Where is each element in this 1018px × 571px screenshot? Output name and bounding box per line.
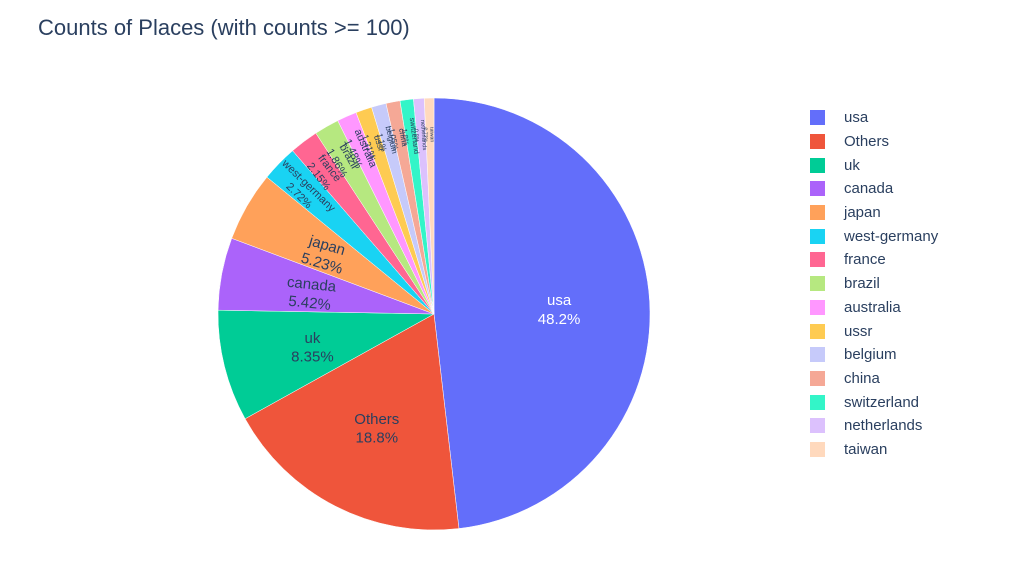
legend-label: japan (844, 204, 881, 222)
legend-item-others[interactable]: Others (810, 130, 938, 154)
legend-item-ussr[interactable]: ussr (810, 319, 938, 343)
pie-slices (217, 97, 651, 531)
legend-item-usa[interactable]: usa (810, 106, 938, 130)
slice-label-netherlands: netherlands0.8% (412, 120, 427, 151)
legend-label: taiwan (844, 440, 888, 458)
legend-swatch (810, 418, 825, 434)
pie-slice-others[interactable] (244, 313, 460, 531)
legend-item-china[interactable]: china (810, 367, 938, 391)
legend-swatch (810, 347, 825, 363)
legend-item-uk[interactable]: uk (810, 153, 938, 177)
legend-label: canada (844, 180, 894, 198)
legend: usa Others uk canada japan west-germany france… (810, 106, 938, 461)
legend-swatch (810, 205, 825, 221)
legend-item-australia[interactable]: australia (810, 296, 938, 320)
chart-title: Counts of Places (with counts >= 100) (38, 15, 410, 40)
pie-slice-usa[interactable] (433, 97, 651, 529)
legend-label: netherlands (844, 417, 923, 435)
slice-label-others: Others 18.8% (354, 411, 399, 447)
legend-swatch (810, 134, 825, 150)
legend-item-west-germany[interactable]: west-germany (810, 224, 938, 248)
legend-item-france[interactable]: france (810, 248, 938, 272)
legend-item-canada[interactable]: canada (810, 177, 938, 201)
legend-swatch (810, 394, 825, 410)
legend-swatch (810, 323, 825, 339)
slice-label-uk: uk 8.35% (291, 330, 334, 366)
legend-swatch (810, 299, 825, 315)
legend-swatch (810, 276, 825, 292)
legend-label: uk (844, 156, 860, 174)
legend-label: china (844, 369, 880, 387)
legend-label: usa (844, 109, 869, 127)
legend-item-netherlands[interactable]: netherlands (810, 414, 938, 438)
legend-label: australia (844, 298, 901, 316)
legend-label: Others (844, 133, 890, 151)
pie-slice-uk[interactable] (217, 309, 435, 420)
legend-label: ussr (844, 322, 873, 340)
slice-label-taiwan: taiwan0.72% (422, 127, 435, 143)
legend-swatch (810, 110, 825, 126)
slice-label-china: china1.05% (387, 126, 409, 151)
legend-label: belgium (844, 346, 897, 364)
pie-slice-taiwan[interactable] (423, 97, 435, 315)
legend-label: france (844, 251, 886, 269)
legend-swatch (810, 252, 825, 268)
legend-label: brazil (844, 275, 880, 293)
legend-swatch (810, 370, 825, 386)
legend-label: west-germany (844, 227, 939, 245)
legend-label: switzerland (844, 393, 920, 411)
legend-item-belgium[interactable]: belgium (810, 343, 938, 367)
legend-item-taiwan[interactable]: taiwan (810, 438, 938, 462)
slice-label-canada: canada5.42% (284, 274, 337, 315)
legend-swatch (810, 228, 825, 244)
legend-item-switzerland[interactable]: switzerland (810, 390, 938, 414)
legend-swatch (810, 181, 825, 197)
legend-swatch (810, 441, 825, 457)
slice-label-usa: usa 48.2% (538, 292, 581, 328)
legend-item-brazil[interactable]: brazil (810, 272, 938, 296)
legend-item-japan[interactable]: japan (810, 201, 938, 225)
legend-swatch (810, 157, 825, 173)
